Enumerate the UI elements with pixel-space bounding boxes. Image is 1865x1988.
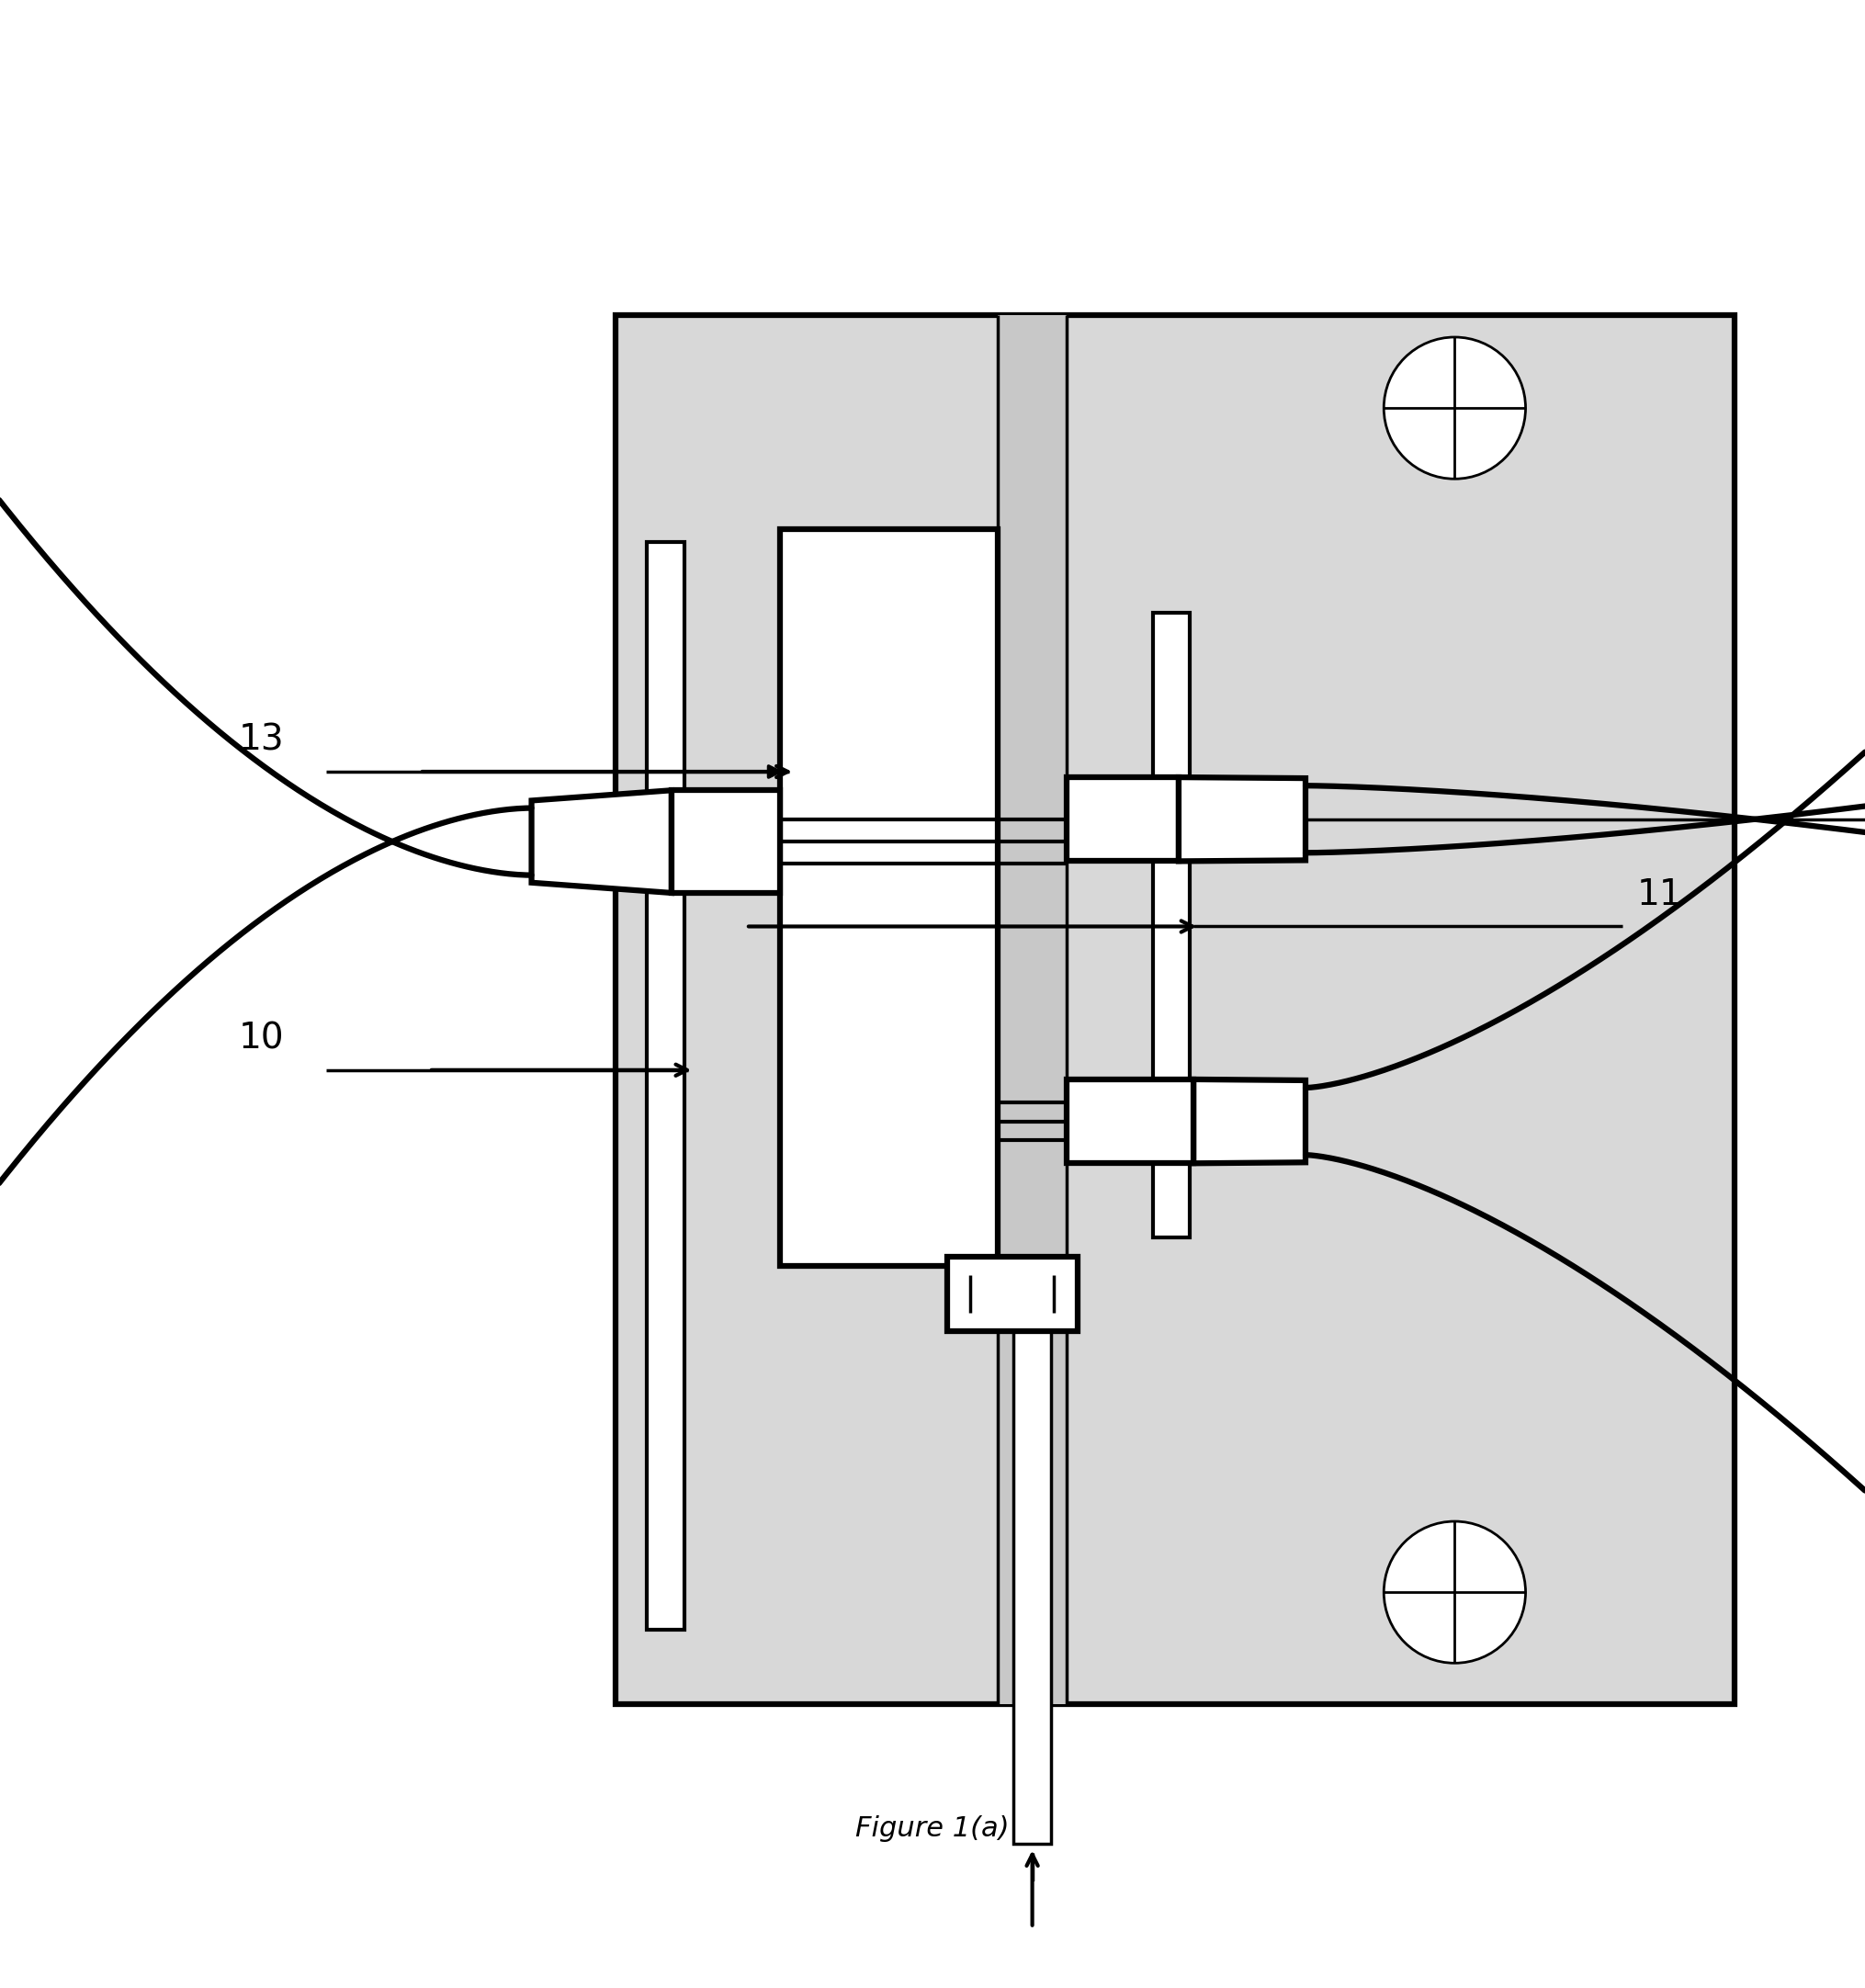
Text: Figure 1(a): Figure 1(a) <box>856 1815 1009 1843</box>
Polygon shape <box>1194 1079 1306 1163</box>
Bar <box>1067 777 1179 861</box>
Bar <box>647 543 684 1630</box>
Bar <box>780 529 998 1266</box>
Bar <box>615 314 1734 1704</box>
Polygon shape <box>532 791 671 893</box>
Text: 11: 11 <box>1637 877 1682 912</box>
Bar <box>1015 1266 1052 1845</box>
Circle shape <box>1384 338 1526 479</box>
Bar <box>1153 612 1190 1239</box>
Bar <box>671 791 780 893</box>
Bar <box>947 1256 1078 1332</box>
Text: 10: 10 <box>239 1022 283 1056</box>
Text: 13: 13 <box>239 722 283 757</box>
Bar <box>1067 1079 1194 1163</box>
Circle shape <box>1384 1521 1526 1664</box>
Bar <box>998 314 1067 1704</box>
Polygon shape <box>1179 777 1306 861</box>
